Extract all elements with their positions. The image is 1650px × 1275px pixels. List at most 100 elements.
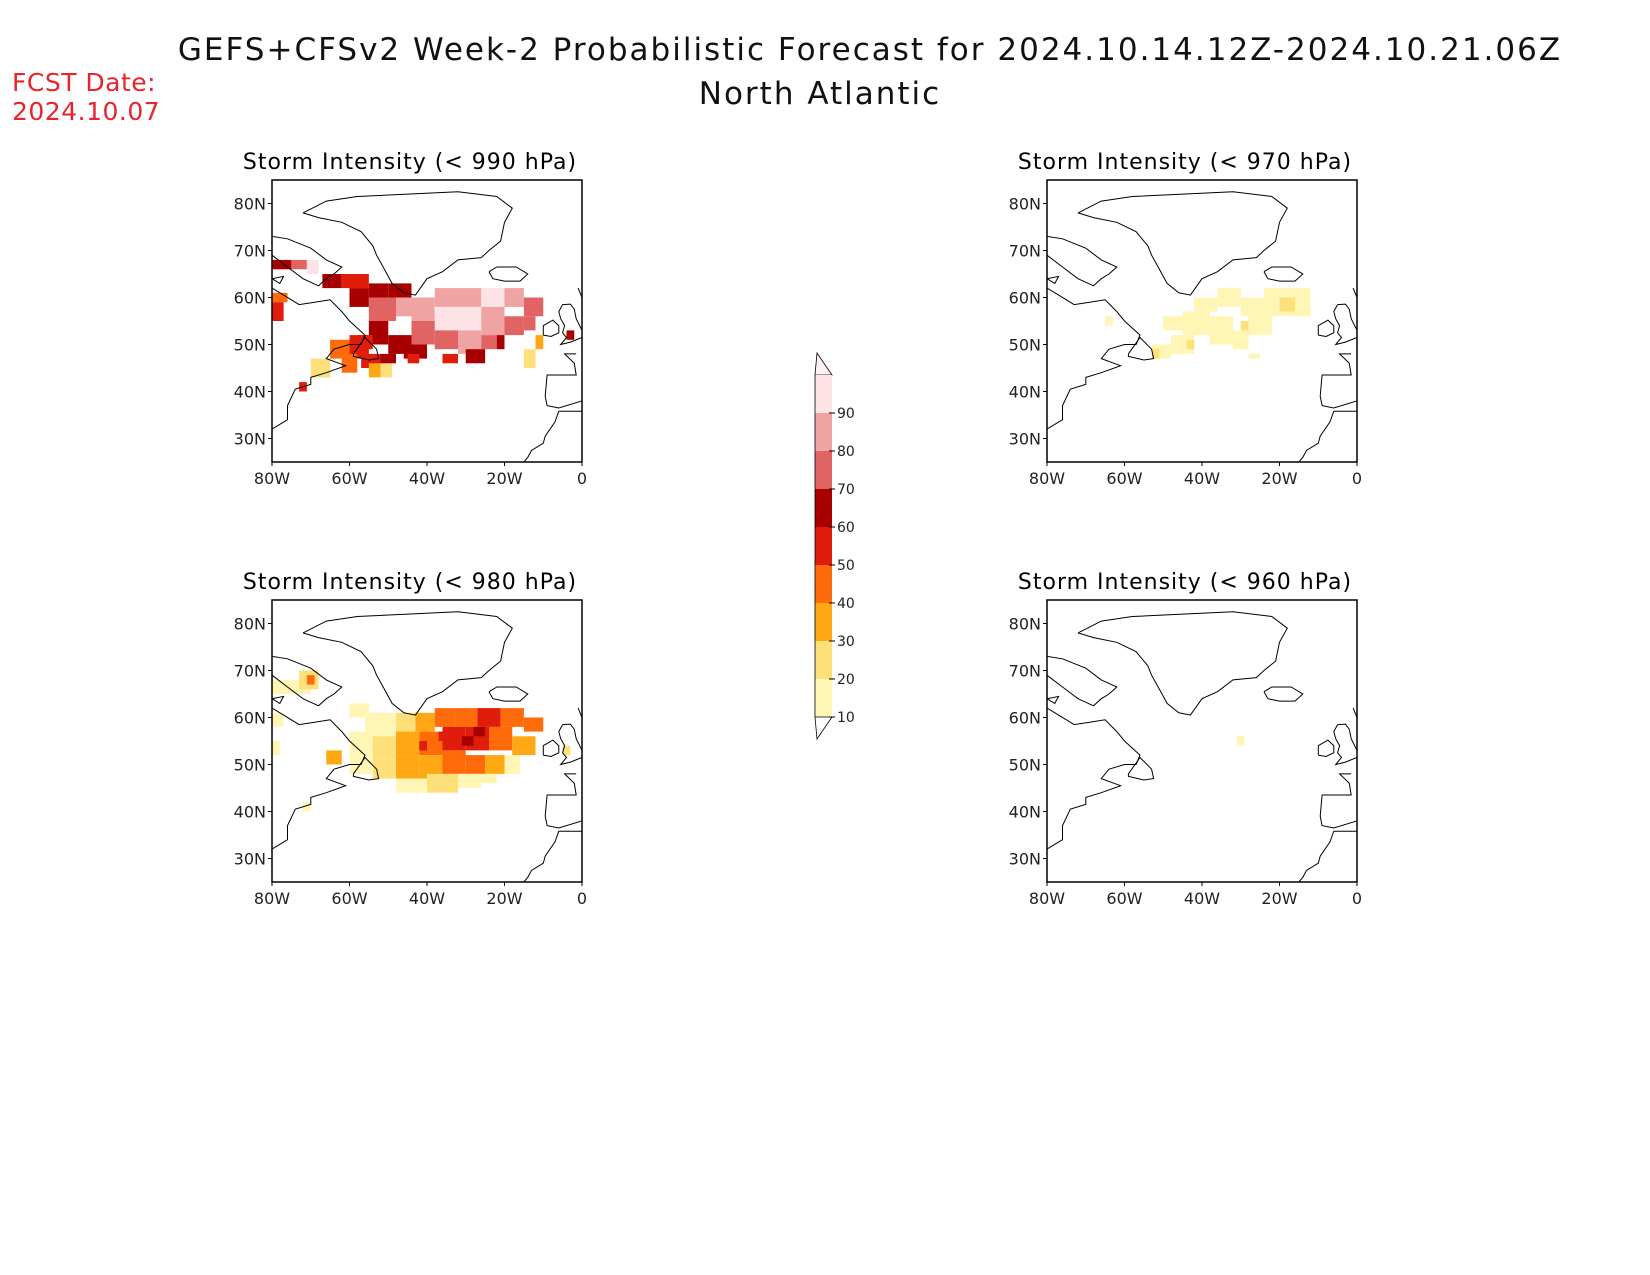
probability-cell <box>407 353 420 364</box>
lon-tick-label: 40W <box>1184 469 1220 488</box>
lat-tick-label: 60N <box>1009 289 1041 308</box>
lon-tick-label: 60W <box>331 469 367 488</box>
lat-tick-label: 40N <box>1009 803 1041 822</box>
probability-cell <box>566 330 575 340</box>
lon-tick-label: 80W <box>1029 889 1065 908</box>
lon-tick-label: 0 <box>1352 889 1362 908</box>
colorbar-label: 10 <box>837 710 855 726</box>
lat-tick-label: 60N <box>234 709 266 728</box>
probability-cell <box>349 731 373 756</box>
probability-cell <box>272 741 280 756</box>
probability-cell <box>523 349 536 368</box>
probability-cell <box>504 288 524 307</box>
coastline <box>1047 655 1118 707</box>
lon-tick-label: 20W <box>1261 469 1297 488</box>
panel-title: Storm Intensity (< 990 hPa) <box>242 150 578 175</box>
probability-cell <box>380 363 393 378</box>
probability-cell <box>306 675 315 685</box>
lat-tick-label: 30N <box>234 850 266 869</box>
lon-tick-label: 20W <box>1261 889 1297 908</box>
lat-tick-label: 80N <box>234 195 266 214</box>
probability-cell <box>1248 311 1272 336</box>
map-panel-990hpa: Storm Intensity (< 990 hPa) 80N 70N 60N 50N… <box>200 150 620 520</box>
lon-tick-label: 20W <box>486 889 522 908</box>
colorbar-label: 70 <box>837 482 855 498</box>
probability-cell <box>489 726 513 751</box>
probability-cell <box>1209 316 1233 345</box>
lat-tick-label: 50N <box>234 756 266 775</box>
probability-cell <box>523 297 544 317</box>
probability-cell <box>504 755 520 774</box>
coastline <box>1047 695 1060 705</box>
lat-tick-label: 80N <box>1009 195 1041 214</box>
probability-cell <box>368 283 389 298</box>
probability-cell <box>458 306 482 331</box>
probability-cell <box>1182 311 1210 336</box>
lon-tick-label: 60W <box>1106 889 1142 908</box>
probability-cell <box>477 708 501 727</box>
probability-cell <box>504 316 524 336</box>
lat-tick-label: 40N <box>234 383 266 402</box>
probability-cell <box>442 353 458 364</box>
probability-cell <box>272 712 284 727</box>
probability-cell <box>1186 339 1195 350</box>
colorbar-swatch <box>815 489 832 527</box>
colorbar-bottom-extension <box>814 716 833 741</box>
coastline <box>272 275 285 285</box>
lon-tick-label: 60W <box>331 889 367 908</box>
coastline <box>1047 275 1060 285</box>
colorbar-label: 30 <box>837 634 855 650</box>
probability-cell <box>396 297 412 317</box>
lat-tick-label: 30N <box>234 430 266 449</box>
lon-tick-label: 60W <box>1106 469 1142 488</box>
probability-cell <box>415 712 435 732</box>
lon-tick-label: 20W <box>486 469 522 488</box>
coastline <box>1319 773 1357 831</box>
coastline <box>1263 686 1304 702</box>
lat-tick-label: 70N <box>1009 662 1041 681</box>
coastline <box>272 707 366 859</box>
probability-cell <box>368 363 381 378</box>
lon-tick-label: 0 <box>1352 469 1362 488</box>
coastline <box>352 756 380 781</box>
probability-cell <box>396 778 427 793</box>
probability-cell <box>523 717 544 732</box>
probability-cell <box>341 274 369 289</box>
colorbar-swatch <box>815 565 832 603</box>
map-plot: 80N 70N 60N 50N 40N 30N 80W 60W 40W 20W 0 <box>1009 179 1362 488</box>
region-subtitle: North Atlantic <box>698 76 942 112</box>
coastline <box>352 336 380 361</box>
coastline <box>272 655 343 707</box>
coastline <box>1298 830 1357 882</box>
lat-tick-label: 40N <box>234 803 266 822</box>
probability-cell <box>458 773 482 788</box>
map-frame <box>1046 599 1358 883</box>
probability-cell <box>349 288 369 307</box>
colorbar-swatch <box>815 603 832 641</box>
colorbar-swatch <box>815 641 832 679</box>
probability-cell <box>438 731 451 741</box>
colorbar-swatch <box>815 679 832 717</box>
probability-cell <box>396 755 420 779</box>
lon-tick-label: 80W <box>254 889 290 908</box>
lon-tick-label: 40W <box>409 889 445 908</box>
lat-tick-label: 50N <box>1009 756 1041 775</box>
probability-cell <box>434 306 458 336</box>
probability-cell <box>1248 353 1261 359</box>
main-title: GEFS+CFSv2 Week-2 Probabilistic Forecast… <box>177 32 1563 68</box>
coastline <box>544 773 582 831</box>
forecast-date-value: 2024.10.07 <box>12 97 161 126</box>
probability-cell <box>365 712 396 737</box>
probability-cell <box>1236 736 1245 746</box>
lat-tick-label: 50N <box>1009 336 1041 355</box>
probability-cell <box>380 353 396 364</box>
coastline <box>302 611 513 716</box>
lat-tick-label: 70N <box>234 242 266 261</box>
coastline <box>272 287 366 439</box>
lon-tick-label: 40W <box>1184 889 1220 908</box>
probability-cell <box>461 736 474 746</box>
map-plot: 80N 70N 60N 50N 40N 30N 80W 60W 40W 20W 0 <box>1009 599 1362 908</box>
probability-cell <box>1279 297 1295 312</box>
coastline <box>544 353 582 411</box>
coastline <box>488 266 529 282</box>
